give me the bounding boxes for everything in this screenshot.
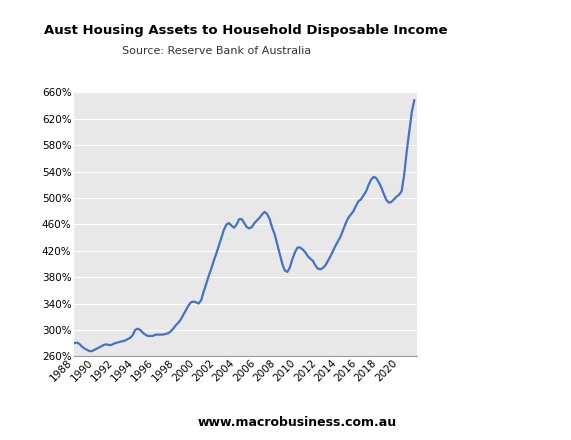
- Text: BUSINESS: BUSINESS: [461, 71, 530, 84]
- Text: Aust Housing Assets to Household Disposable Income: Aust Housing Assets to Household Disposa…: [44, 24, 447, 37]
- Text: MACRO: MACRO: [464, 39, 526, 55]
- Text: www.macrobusiness.com.au: www.macrobusiness.com.au: [198, 416, 396, 429]
- Text: Source: Reserve Bank of Australia: Source: Reserve Bank of Australia: [122, 46, 312, 56]
